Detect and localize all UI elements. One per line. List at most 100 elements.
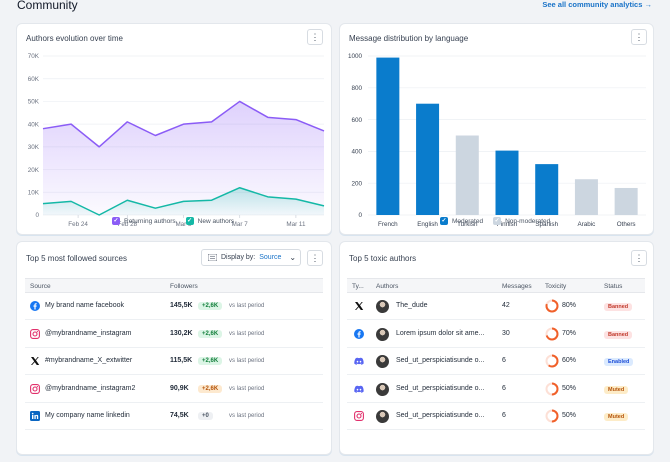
authors-legend: ✓ Returning authors ✓ New authors [112, 217, 234, 225]
display-by-select[interactable]: Display by: Source ⌄ [201, 249, 301, 266]
x-tick-label: French [378, 221, 398, 228]
page-header: Community See all community analytics → [0, 0, 670, 14]
y-tick-label: 40K [28, 121, 40, 128]
column-type: Ty... [352, 283, 364, 290]
toxicity-ring [545, 354, 559, 368]
x-tick-label: Mar 3 [175, 221, 192, 228]
checkbox-icon: ✓ [112, 217, 120, 225]
toxic-author-row[interactable]: The_dude 42 80% Banned [347, 293, 645, 320]
y-tick-label: 50K [28, 99, 40, 106]
facebook-icon [30, 301, 40, 311]
toxic-table-header: Ty... Authors Messages Toxicity Status [347, 278, 645, 293]
source-row[interactable]: @mybrandname_instagram 130,2K +2,6K vs l… [25, 321, 323, 348]
y-tick-label: 1000 [348, 53, 363, 60]
legend-moderated[interactable]: ✓ Moderated [440, 217, 483, 225]
messages-count: 42 [502, 302, 510, 309]
x-tick-label: Turkish [457, 221, 478, 228]
authors-menu-button[interactable]: ⋮ [307, 29, 323, 45]
kebab-icon: ⋮ [310, 252, 320, 263]
author-name: Sed_ut_perspiciatisunde o... [396, 357, 485, 364]
legend-non-moderated[interactable]: ✓ Non-moderated [493, 217, 550, 225]
source-row[interactable]: My brand name facebook 145,5K +2,6K vs l… [25, 293, 323, 320]
toxicity-value: 60% [562, 357, 577, 364]
toxic-author-row[interactable]: Sed_ut_perspiciatisunde o... 6 50% Muted [347, 376, 645, 403]
messages-count: 6 [502, 384, 506, 392]
toxic-authors-title: Top 5 toxic authors [349, 254, 417, 263]
facebook-icon [354, 328, 364, 339]
legend-new-authors[interactable]: ✓ New authors [185, 217, 234, 225]
y-tick-label: 60K [28, 76, 40, 83]
followers-delta-badge: +0 [198, 412, 213, 420]
discord-icon [354, 384, 364, 394]
source-row[interactable]: #mybrandname_X_extwitter 115,5K +2,6K vs… [25, 348, 323, 375]
bar[interactable] [614, 187, 638, 215]
toxic-author-row[interactable]: Sed_ut_perspiciatisunde o... 6 50% Muted [347, 403, 645, 430]
followers-value: 130,2K [170, 329, 193, 337]
column-source: Source [30, 283, 51, 290]
delta-note: vs last period [229, 358, 265, 364]
author-name: Sed_ut_perspiciatisunde o... [396, 412, 485, 419]
legend-returning-authors[interactable]: ✓ Returning authors [112, 217, 176, 225]
display-by-label: Display by: [221, 254, 256, 261]
x-tick-label: Mar 7 [232, 221, 249, 228]
avatar [376, 382, 389, 396]
y-tick-label: 800 [351, 85, 362, 92]
toxic-author-row[interactable]: Sed_ut_perspiciatisunde o... 6 60% Enabl… [347, 348, 645, 375]
followers-value: 115,5K [170, 357, 193, 364]
language-legend: ✓ Moderated ✓ Non-moderated [440, 217, 550, 225]
x-tick-label: Spanish [535, 221, 558, 228]
legend-label: Returning authors [124, 217, 176, 225]
source-row[interactable]: My company name linkedin 74,5K +0 vs las… [25, 403, 323, 430]
bar[interactable] [455, 135, 479, 216]
y-tick-label: 0 [358, 212, 362, 219]
followers-delta-badge: +2,6K [198, 302, 223, 310]
checkbox-icon: ✓ [493, 217, 502, 225]
source-name: @mybrandname_instagram [45, 329, 132, 337]
followers-delta-badge: +2,6K [198, 329, 223, 338]
status-badge: Banned [604, 330, 633, 339]
followers-value: 74,5K [170, 412, 189, 419]
instagram-icon [354, 411, 364, 421]
bar[interactable] [495, 150, 519, 215]
bar[interactable] [574, 179, 598, 215]
kebab-icon: ⋮ [634, 252, 644, 263]
source-row[interactable]: @mybrandname_instagram2 90,9K +2,6K vs l… [25, 376, 323, 403]
list-icon [208, 254, 217, 261]
toxicity-value: 80% [562, 302, 577, 309]
source-name: #mybrandname_X_extwitter [45, 357, 133, 364]
linkedin-icon [30, 411, 40, 421]
bar[interactable] [535, 164, 559, 215]
x-tick-label: Feb 28 [117, 221, 137, 228]
top-sources-card: Top 5 most followed sources ⋮ [16, 241, 332, 455]
sources-table-header: Source Followers [25, 278, 323, 293]
followers-value: 90,9K [170, 384, 189, 392]
legend-label: Moderated [452, 217, 484, 225]
chevron-down-icon: ⌄ [289, 253, 297, 262]
status-badge: Muted [604, 413, 629, 421]
kebab-icon: ⋮ [634, 31, 644, 42]
toxic-menu-button[interactable]: ⋮ [631, 250, 647, 266]
toxic-authors-card: Top 5 toxic authors ⋮ [339, 241, 654, 455]
avatar [376, 410, 389, 423]
x-tick-label: Mar 11 [286, 221, 306, 228]
avatar [376, 327, 389, 341]
y-tick-label: 200 [351, 180, 362, 187]
x-tick-label: Feb 24 [68, 221, 88, 228]
y-tick-label: 30K [28, 144, 40, 151]
bar[interactable] [376, 57, 400, 216]
toxic-author-row[interactable]: Lorem ipsum dolor sit ame... 30 70% Bann… [347, 321, 645, 348]
author-name: Sed_ut_perspiciatisunde o... [396, 384, 485, 392]
y-tick-label: 20K [28, 167, 40, 174]
distribution-menu-button[interactable]: ⋮ [631, 29, 647, 45]
checkbox-icon: ✓ [185, 217, 194, 225]
toxicity-ring [545, 327, 559, 340]
see-all-community-analytics-link[interactable]: See all community analytics → [542, 0, 652, 9]
checkbox-icon: ✓ [440, 217, 448, 225]
delta-note: vs last period [229, 330, 265, 337]
messages-count: 30 [502, 329, 510, 337]
y-tick-label: 400 [351, 149, 362, 156]
discord-icon [354, 356, 364, 366]
toxicity-ring [545, 382, 559, 395]
sources-menu-button[interactable]: ⋮ [307, 250, 323, 266]
bar[interactable] [416, 103, 440, 215]
